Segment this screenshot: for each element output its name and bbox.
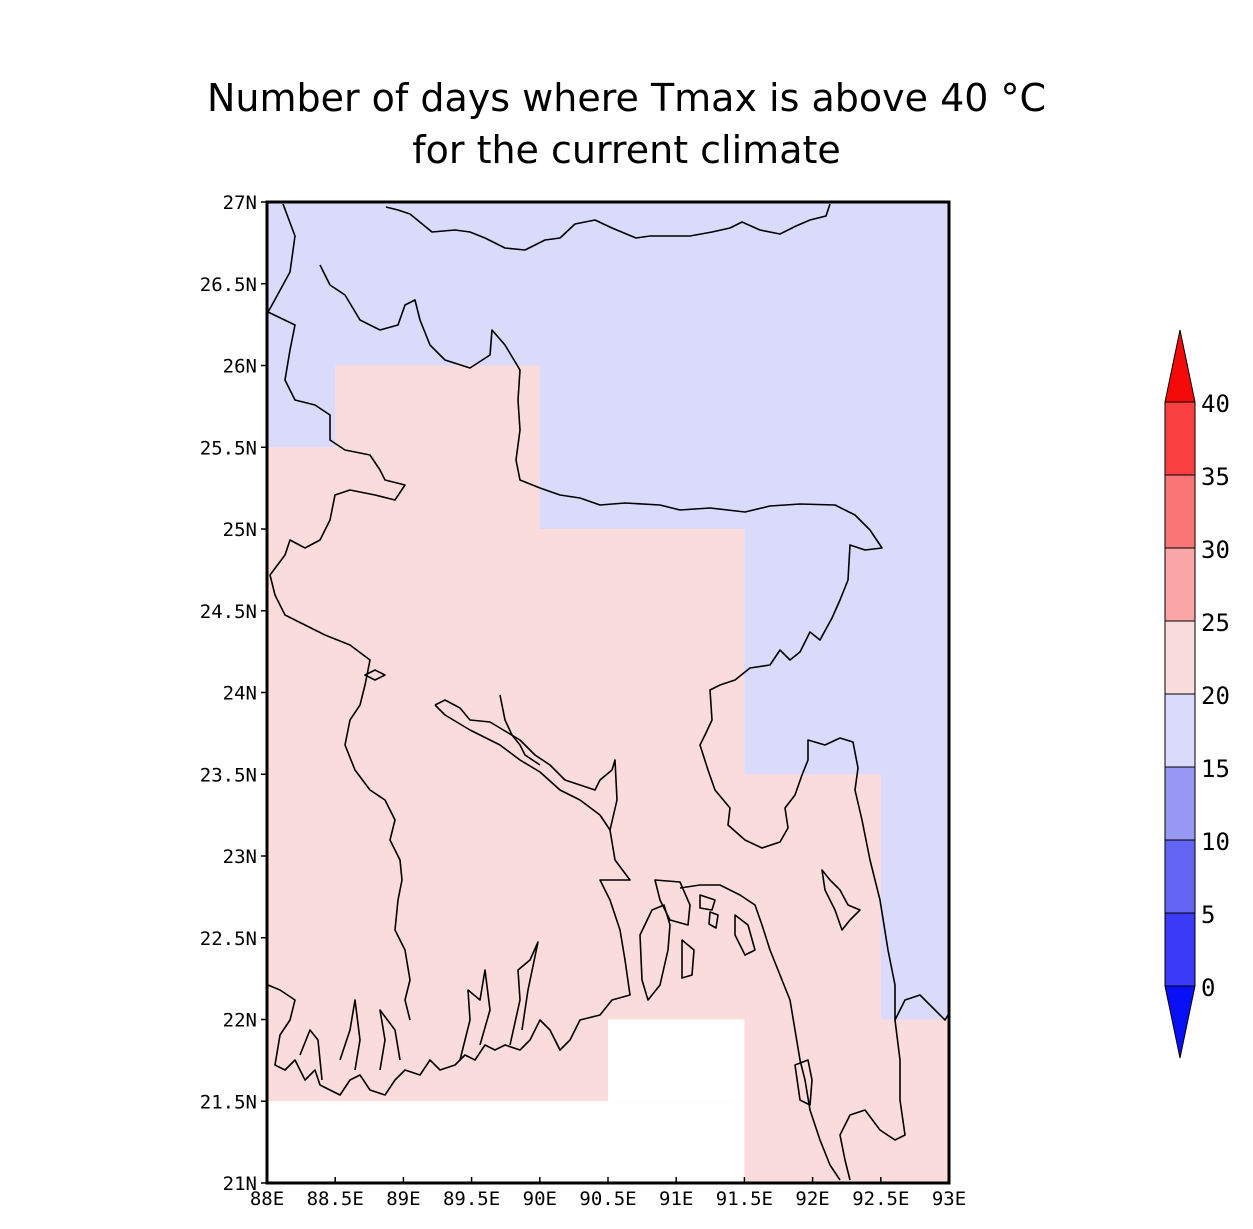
river-padma-south — [434, 704, 611, 831]
colorbar-label: 25 — [1201, 609, 1230, 637]
grid-cells — [267, 202, 949, 1183]
x-tick-label: 88E — [250, 1188, 284, 1210]
colorbar-segment-30-35 — [1164, 474, 1196, 549]
coast-sundarbans — [267, 984, 561, 1096]
colorbar-segment-15-20 — [1164, 693, 1196, 768]
grid-cell-missing — [267, 1101, 745, 1183]
island-hatiya — [654, 879, 691, 926]
colorbar-extend-low — [1164, 985, 1196, 1059]
y-tick-label: 25.5N — [200, 437, 257, 459]
grid-cell-missing — [608, 1019, 745, 1102]
coast-east — [839, 1019, 906, 1181]
estuary-west-1 — [299, 1029, 323, 1081]
colorbar-segment-35-40 — [1164, 401, 1196, 476]
colorbar-segment-5-10 — [1164, 839, 1196, 914]
colorbar-label: 30 — [1201, 536, 1230, 564]
colorbar-label: 40 — [1201, 390, 1230, 418]
grid-cell-20-25 — [880, 1019, 949, 1183]
axes: 88E 88.5E 89E 89.5E 90E 90.5E 91E 91.5E 92E 92.5E… — [200, 192, 966, 1210]
x-tick-label: 88.5E — [307, 1188, 364, 1210]
island-north-bank — [364, 669, 386, 681]
title-line-1: Number of days where Tmax is above 40 °C — [206, 76, 1047, 120]
colorbar-segment-20-25 — [1164, 620, 1196, 695]
river-jamuna — [499, 694, 541, 766]
y-tick-label: 24N — [223, 683, 257, 705]
grid-cell-20-25 — [267, 529, 745, 775]
title-line-2: for the current climate — [412, 128, 841, 172]
island-small-1 — [734, 914, 756, 956]
x-tick-label: 91E — [659, 1188, 693, 1210]
grid-cell-20-25 — [335, 365, 540, 448]
colorbar-label: 20 — [1201, 682, 1230, 710]
grid-cell-20-25 — [267, 1019, 608, 1102]
colorbar-label: 5 — [1201, 901, 1215, 929]
y-tick-label: 25N — [223, 519, 257, 541]
estuary-west-3 — [379, 1009, 401, 1071]
estuary-mid-2 — [509, 941, 539, 1046]
x-tick-label: 90E — [523, 1188, 557, 1210]
grid-cell-20-25 — [267, 774, 881, 1020]
x-tick-label: 90.5E — [579, 1188, 636, 1210]
y-tick-label: 27N — [223, 192, 257, 214]
island-bhola — [639, 904, 671, 1001]
x-tick-label: 91.5E — [716, 1188, 773, 1210]
y-tick-label: 21.5N — [200, 1091, 257, 1113]
x-tick-label: 89E — [386, 1188, 420, 1210]
border-north-west — [267, 311, 411, 1021]
river-brahmaputra-north — [319, 264, 949, 1021]
y-tick-label: 21N — [223, 1173, 257, 1195]
colorbar-label: 0 — [1201, 974, 1215, 1002]
colorbar-segment-25-30 — [1164, 547, 1196, 622]
coastline-north — [267, 203, 296, 313]
colorbar-label: 10 — [1201, 828, 1230, 856]
estuary-west-2 — [339, 999, 361, 1071]
colorbar-extend-high — [1164, 329, 1196, 403]
lake-kaptai — [821, 869, 861, 931]
coastline — [267, 203, 949, 1181]
y-tick-label: 23N — [223, 846, 257, 868]
y-tick-label: 24.5N — [200, 601, 257, 623]
y-tick-label: 23.5N — [200, 764, 257, 786]
colorbar-segment-0-5 — [1164, 912, 1196, 987]
y-tick-label: 26.5N — [200, 274, 257, 296]
y-tick-label: 22N — [223, 1010, 257, 1032]
colorbar-segment-10-15 — [1164, 766, 1196, 841]
border-meghalaya — [385, 203, 831, 251]
x-tick-label: 89.5E — [443, 1188, 500, 1210]
estuary-mid-1 — [459, 969, 491, 1061]
x-tick-label: 93E — [932, 1188, 966, 1210]
colorbar-label: 15 — [1201, 755, 1230, 783]
map-title: Number of days where Tmax is above 40 °C… — [0, 72, 1253, 176]
grid-cell-20-25 — [744, 1019, 881, 1183]
colorbar-label: 35 — [1201, 463, 1230, 491]
coast-chittagong — [679, 884, 841, 1181]
river-padma — [434, 699, 631, 1051]
island-small-3 — [681, 939, 695, 979]
island-sandwip — [699, 894, 716, 911]
x-tick-label: 92.5E — [852, 1188, 909, 1210]
island-maheshkhali — [794, 1059, 813, 1106]
island-small-2 — [708, 911, 719, 929]
colorbar: 40 35 30 25 20 15 10 5 0 — [1164, 329, 1230, 1059]
y-tick-label: 26N — [223, 356, 257, 378]
y-tick-label: 22.5N — [200, 928, 257, 950]
x-tick-label: 92E — [795, 1188, 829, 1210]
